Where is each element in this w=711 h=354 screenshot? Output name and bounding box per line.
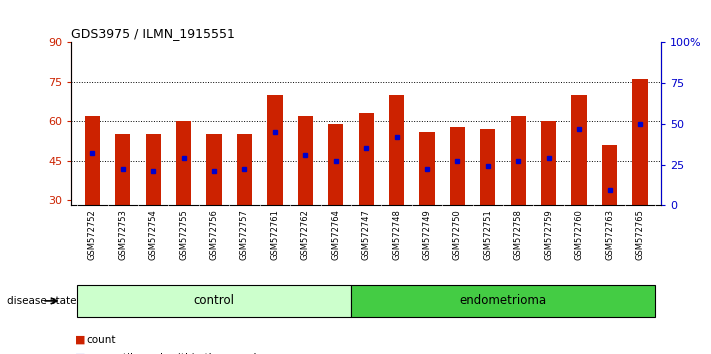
- Text: GSM572747: GSM572747: [362, 209, 370, 260]
- Text: GSM572755: GSM572755: [179, 209, 188, 260]
- Text: GSM572765: GSM572765: [636, 209, 644, 260]
- Text: GSM572753: GSM572753: [118, 209, 127, 260]
- Bar: [237, 135, 252, 205]
- Bar: [480, 129, 496, 205]
- Text: GSM572760: GSM572760: [574, 209, 584, 260]
- Bar: [419, 132, 434, 205]
- Bar: [541, 121, 556, 205]
- Text: GSM572763: GSM572763: [605, 209, 614, 260]
- Bar: [351, 285, 655, 317]
- Bar: [267, 95, 282, 205]
- Text: percentile rank within the sample: percentile rank within the sample: [87, 353, 262, 354]
- Text: GSM572758: GSM572758: [514, 209, 523, 260]
- Text: GSM572756: GSM572756: [210, 209, 218, 260]
- Bar: [389, 95, 404, 205]
- Bar: [176, 121, 191, 205]
- Bar: [115, 135, 130, 205]
- Bar: [85, 116, 100, 205]
- Text: GSM572757: GSM572757: [240, 209, 249, 260]
- Text: GSM572762: GSM572762: [301, 209, 310, 260]
- Text: ■: ■: [75, 335, 85, 345]
- Bar: [146, 135, 161, 205]
- Text: count: count: [87, 335, 116, 345]
- Bar: [602, 145, 617, 205]
- Text: ■: ■: [75, 353, 85, 354]
- Text: GDS3975 / ILMN_1915551: GDS3975 / ILMN_1915551: [71, 27, 235, 40]
- Text: GSM572749: GSM572749: [422, 209, 432, 260]
- Text: GSM572748: GSM572748: [392, 209, 401, 260]
- Text: GSM572761: GSM572761: [270, 209, 279, 260]
- Bar: [510, 116, 526, 205]
- Text: GSM572751: GSM572751: [483, 209, 492, 260]
- Bar: [632, 79, 648, 205]
- Bar: [572, 95, 587, 205]
- Bar: [328, 124, 343, 205]
- Text: GSM572752: GSM572752: [88, 209, 97, 260]
- Text: disease state: disease state: [7, 296, 77, 306]
- Bar: [77, 285, 351, 317]
- Text: control: control: [193, 294, 235, 307]
- Bar: [450, 126, 465, 205]
- Text: GSM572764: GSM572764: [331, 209, 341, 260]
- Text: GSM572750: GSM572750: [453, 209, 462, 260]
- Bar: [298, 116, 313, 205]
- Text: GSM572759: GSM572759: [544, 209, 553, 260]
- Bar: [358, 113, 374, 205]
- Text: endometrioma: endometrioma: [459, 294, 547, 307]
- Text: GSM572754: GSM572754: [149, 209, 158, 260]
- Bar: [206, 135, 222, 205]
